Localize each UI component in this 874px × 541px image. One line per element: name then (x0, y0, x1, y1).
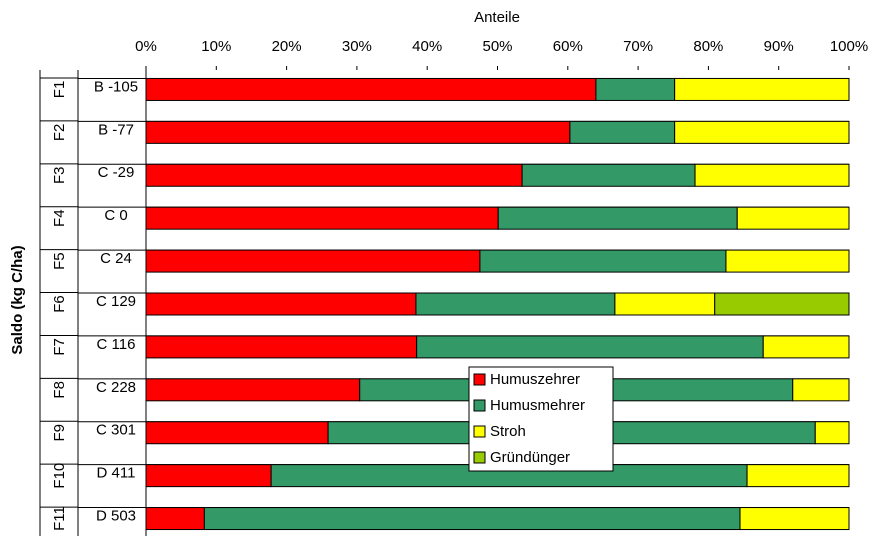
legend-swatch (473, 399, 486, 412)
bar-segment (739, 507, 850, 531)
bar-segment (521, 163, 696, 187)
x-tick-label: 80% (693, 38, 723, 55)
bar-segment (145, 378, 361, 402)
category-label: C 129 (96, 293, 136, 310)
bar-segment (415, 292, 616, 316)
x-tick-label: 90% (764, 38, 794, 55)
bar-segment (145, 206, 499, 230)
legend-swatch (473, 425, 486, 438)
category-label: B -77 (98, 121, 134, 138)
y-axis-title: Saldo (kg C/ha) (9, 245, 26, 354)
chart-title: Anteile (474, 9, 520, 26)
legend-label: Humusmehrer (490, 397, 585, 414)
group-label: F3 (51, 167, 68, 185)
x-tick-label: 20% (272, 38, 302, 55)
legend-swatch (473, 373, 486, 386)
x-tick-label: 30% (342, 38, 372, 55)
bar-segment (814, 421, 850, 445)
bar-segment (145, 421, 329, 445)
group-label: F1 (51, 81, 68, 99)
category-label: C 0 (104, 207, 127, 224)
x-tick-label: 60% (553, 38, 583, 55)
bar-segment (694, 163, 850, 187)
bar-segment (725, 249, 850, 273)
x-tick-label: 70% (623, 38, 653, 55)
bar-segment (714, 292, 850, 316)
group-label: F8 (51, 381, 68, 399)
bar-segment (416, 335, 764, 359)
group-label: F6 (51, 295, 68, 313)
bar-segment (145, 249, 481, 273)
bar-segment (145, 120, 571, 144)
category-label: C 301 (96, 422, 136, 439)
bar-segment (203, 507, 741, 531)
bar-segment (145, 292, 417, 316)
bar-segment (674, 120, 850, 144)
x-tick-label: 100% (830, 38, 868, 55)
bar-segment (145, 77, 597, 101)
bar-segment (614, 292, 716, 316)
x-tick-label: 10% (201, 38, 231, 55)
bar-segment (762, 335, 850, 359)
category-label: B -105 (94, 78, 138, 95)
group-label: F11 (51, 506, 68, 531)
category-label: C 24 (100, 250, 132, 267)
bar-segment (736, 206, 850, 230)
group-label: F10 (51, 463, 68, 489)
bar-segment (145, 163, 523, 187)
category-label: D 503 (96, 508, 136, 525)
legend-box (468, 366, 614, 472)
legend-swatch (473, 451, 486, 464)
legend-label: Gründünger (490, 449, 570, 466)
group-label: F9 (51, 424, 68, 442)
category-label: C 228 (96, 379, 136, 396)
x-tick-label: 40% (412, 38, 442, 55)
bar-segment (595, 77, 676, 101)
x-tick-label: 50% (482, 38, 512, 55)
legend-label: Stroh (490, 423, 526, 440)
bar-segment (497, 206, 738, 230)
category-label: C -29 (98, 164, 135, 181)
bar-segment (145, 464, 272, 488)
x-tick-label: 0% (135, 38, 157, 55)
bar-segment (746, 464, 850, 488)
group-label: F5 (51, 252, 68, 270)
group-label: F7 (51, 338, 68, 356)
bar-segment (479, 249, 727, 273)
category-label: D 411 (97, 465, 136, 482)
bar-segment (674, 77, 850, 101)
bar-segment (145, 335, 418, 359)
group-label: F4 (51, 209, 68, 227)
bar-segment (792, 378, 850, 402)
category-label: C 116 (97, 336, 136, 353)
bar-segment (145, 507, 205, 531)
bar-segment (569, 120, 676, 144)
group-label: F2 (51, 124, 68, 142)
legend-label: Humuszehrer (490, 371, 580, 388)
